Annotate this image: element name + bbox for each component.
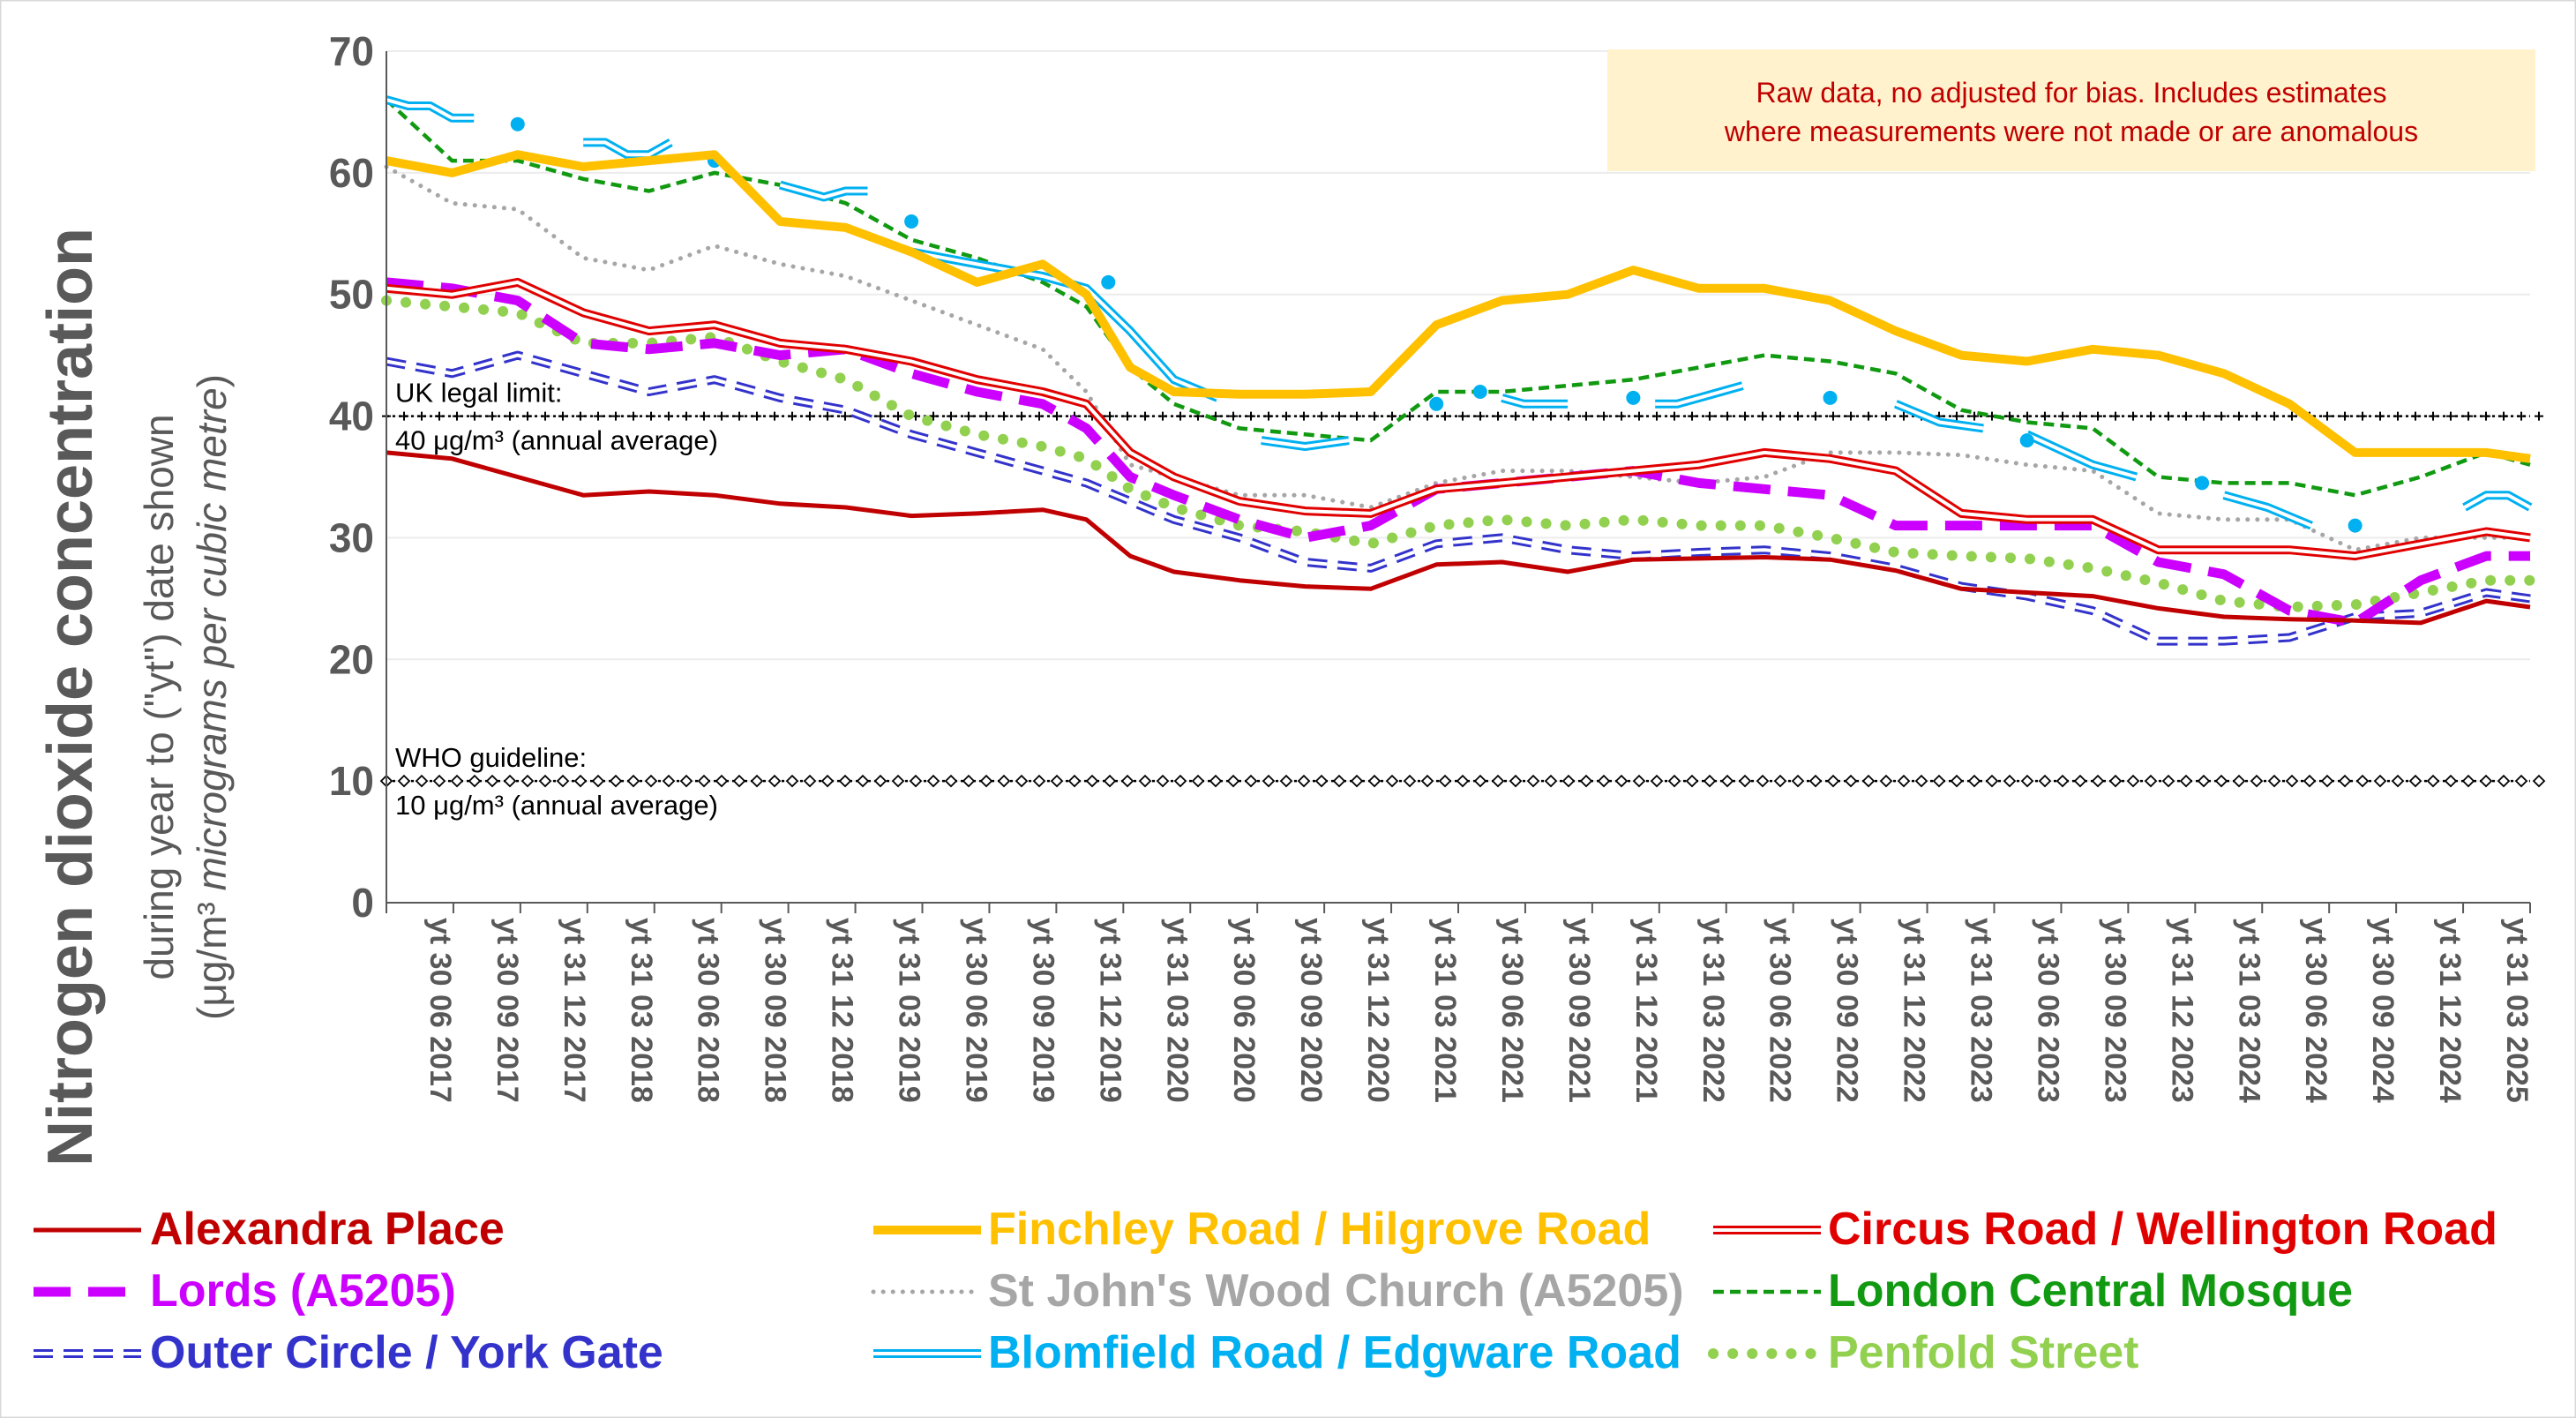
reference-label-2: 10 μg/m³ (annual average) xyxy=(395,790,718,821)
x-tick-label: yt 30 06 2019 xyxy=(959,918,992,1103)
y-tick-label: 60 xyxy=(329,150,374,196)
y-tick-label: 40 xyxy=(329,394,374,439)
x-tick-label: yt 31 03 2020 xyxy=(1160,918,1194,1103)
x-tick-label: yt 30 09 2020 xyxy=(1294,918,1328,1103)
y-axis-unit-italic: micrograms per cubic metre xyxy=(189,387,235,890)
legend-label: Circus Road / Wellington Road xyxy=(1828,1204,2497,1255)
y-axis-unit-prefix: (μg/m³ xyxy=(189,890,235,1020)
y-tick-label: 0 xyxy=(351,880,374,926)
legend-label: Penfold Street xyxy=(1828,1327,2139,1378)
x-tick-label: yt 30 06 2018 xyxy=(692,918,725,1103)
x-tick-label: yt 30 06 2017 xyxy=(423,918,457,1103)
y-tick-label: 50 xyxy=(329,272,374,318)
x-tick-label: yt 30 09 2017 xyxy=(490,918,524,1103)
legend-label: Blomfield Road / Edgware Road xyxy=(988,1327,1681,1378)
x-tick-label: yt 31 03 2021 xyxy=(1428,918,1462,1103)
series-point xyxy=(511,117,525,131)
x-tick-label: yt 31 03 2019 xyxy=(893,918,926,1103)
legend-label: Alexandra Place xyxy=(150,1204,505,1255)
legend: Alexandra Place Finchley Road / Hilgrove … xyxy=(34,1204,2497,1378)
annotation-line-2: where measurements were not made or are … xyxy=(1724,116,2418,147)
x-tick-label: yt 31 12 2021 xyxy=(1629,918,1663,1103)
x-tick-label: yt 30 09 2024 xyxy=(2366,918,2400,1103)
reference-label-2: 40 μg/m³ (annual average) xyxy=(395,425,718,456)
y-axis-unit-suffix: ) xyxy=(189,374,235,387)
x-tick-label: yt 31 12 2018 xyxy=(826,918,859,1103)
y-tick-label: 20 xyxy=(329,636,374,682)
x-tick-label: yt 30 09 2018 xyxy=(759,918,792,1103)
y-tick-label: 30 xyxy=(329,514,374,560)
series-point xyxy=(1429,397,1443,411)
x-tick-label: yt 31 12 2020 xyxy=(1361,918,1395,1103)
series-point xyxy=(2348,519,2363,533)
x-tick-label: yt 30 06 2021 xyxy=(1495,918,1529,1103)
x-tick-label: yt 31 12 2024 xyxy=(2433,918,2467,1103)
y-axis-title: Nitrogen dioxide concentration xyxy=(35,228,106,1167)
legend-item: St John's Wood Church (A5205) xyxy=(873,1265,1684,1317)
x-tick-label: yt 31 03 2023 xyxy=(1965,918,1998,1103)
series-point xyxy=(1473,385,1487,399)
x-tick-label: yt 30 06 2022 xyxy=(1764,918,1797,1103)
x-tick-label: yt 31 03 2022 xyxy=(1696,918,1730,1103)
reference-label-1: UK legal limit: xyxy=(395,378,563,409)
x-tick-label: yt 30 06 2024 xyxy=(2299,918,2333,1103)
series-point xyxy=(904,214,918,229)
x-tick-label: yt 30 06 2023 xyxy=(2031,918,2064,1103)
legend-label: London Central Mosque xyxy=(1828,1265,2353,1317)
y-tick-label: 70 xyxy=(329,28,374,74)
no2-line-chart: UK legal limit: 40 μg/m³ (annual average)… xyxy=(0,0,2576,1418)
x-tick-label: yt 31 12 2019 xyxy=(1093,918,1127,1103)
annotation-line-1: Raw data, no adjusted for bias. Includes… xyxy=(1756,77,2386,109)
x-tick-label: yt 31 03 2018 xyxy=(625,918,658,1103)
annotation-box: Raw data, no adjusted for bias. Includes… xyxy=(1607,49,2535,171)
legend-item: Finchley Road / Hilgrove Road xyxy=(873,1204,1651,1255)
y-axis-subtitle: during year to ("yt") date shown xyxy=(136,414,182,979)
x-tick-label: yt 30 09 2019 xyxy=(1026,918,1060,1103)
x-tick-label: yt 30 09 2023 xyxy=(2098,918,2131,1103)
legend-label: Lords (A5205) xyxy=(150,1265,456,1317)
legend-label: St John's Wood Church (A5205) xyxy=(988,1265,1684,1317)
legend-label: Outer Circle / York Gate xyxy=(150,1327,663,1378)
x-tick-label: yt 30 09 2022 xyxy=(1831,918,1864,1103)
x-tick-label: yt 31 12 2023 xyxy=(2165,918,2198,1103)
x-tick-label: yt 31 03 2024 xyxy=(2232,918,2265,1103)
x-tick-label: yt 30 09 2021 xyxy=(1562,918,1596,1103)
x-tick-label: yt 31 12 2022 xyxy=(1898,918,1931,1103)
series-point xyxy=(1101,275,1115,289)
series-point xyxy=(2020,433,2034,447)
y-tick-label: 10 xyxy=(329,758,374,804)
x-tick-label: yt 31 03 2025 xyxy=(2500,918,2534,1103)
legend-item: Circus Road / Wellington Road xyxy=(1713,1204,2497,1255)
x-tick-label: yt 31 12 2017 xyxy=(558,918,591,1103)
legend-label: Finchley Road / Hilgrove Road xyxy=(988,1204,1651,1255)
y-axis-unit: (μg/m³ micrograms per cubic metre) xyxy=(189,374,235,1020)
series-point xyxy=(2195,476,2209,490)
legend-item: Blomfield Road / Edgware Road xyxy=(873,1327,1681,1378)
reference-label-1: WHO guideline: xyxy=(395,742,587,773)
annotation-background xyxy=(1607,49,2535,171)
series-point xyxy=(1626,391,1640,405)
x-tick-label: yt 30 06 2020 xyxy=(1227,918,1261,1103)
series-point xyxy=(1823,391,1838,405)
